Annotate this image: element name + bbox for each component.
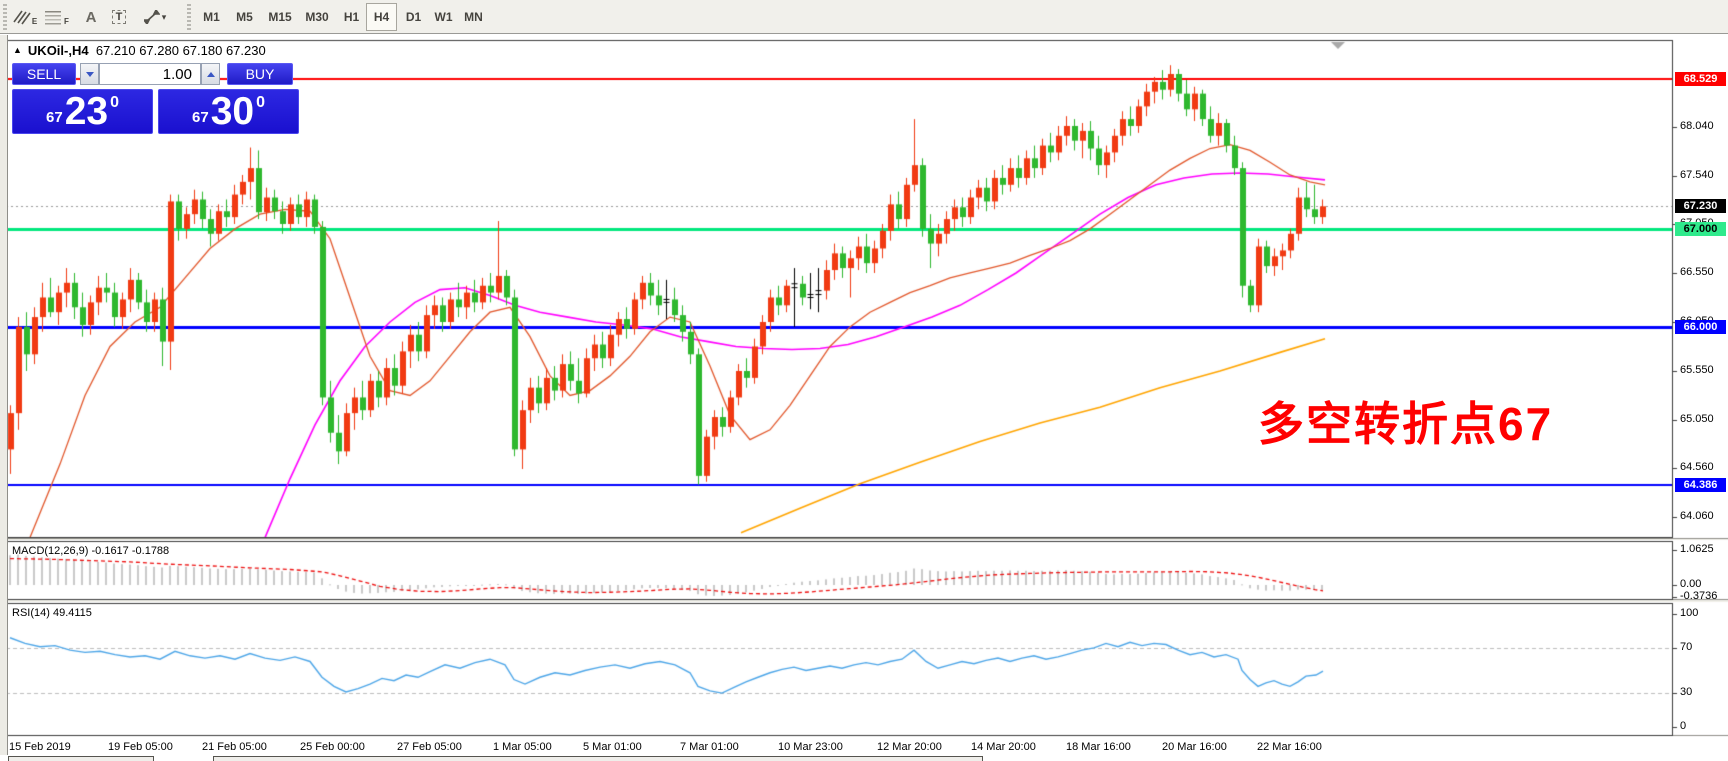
buy-price-pipette: 0 [256,94,265,111]
caret-down-icon [85,71,94,77]
price-badge: 64.386 [1675,478,1726,493]
bottom-tabs-strip [0,755,1728,761]
price-tick-label: 65.550 [1680,363,1714,376]
date-tick-label: 14 Mar 20:00 [971,741,1036,753]
toolbar-grip[interactable] [3,4,7,30]
date-tick-label: 12 Mar 20:00 [877,741,942,753]
volume-decrease-button[interactable] [80,63,99,85]
fibonacci-icon[interactable]: F [42,3,72,31]
rsi-tick-label: 0 [1680,720,1687,732]
chart-window-left-border [0,35,8,761]
date-tick-label: 7 Mar 01:00 [680,741,739,753]
buy-price-pips: 30 [210,90,255,133]
sell-price-major: 67 [46,109,63,126]
sell-price-tile[interactable]: 67 23 0 [12,89,153,134]
timeframe-m1[interactable]: M1 [203,10,220,24]
volume-increase-button[interactable] [201,63,220,85]
text-box-icon[interactable]: T [104,3,134,31]
rsi-tick-label: 100 [1680,607,1699,619]
ohlc-quote-label: 67.210 67.280 67.180 67.230 [95,43,266,58]
price-tick-label: 66.550 [1680,265,1714,278]
chart-annotation-text: 多空转折点67 [1258,398,1554,450]
patterns-icon[interactable]: E [10,3,40,31]
macd-tick-label: 1.0625 [1680,542,1714,555]
sell-button[interactable]: SELL [12,63,76,85]
date-tick-label: 19 Feb 05:00 [108,741,173,753]
text-label-icon[interactable]: A [85,8,97,26]
price-badge: 67.230 [1675,199,1726,214]
window-tab[interactable] [213,756,983,761]
date-tick-label: 21 Feb 05:00 [202,741,267,753]
timeframe-h1[interactable]: H1 [343,10,360,24]
price-tick-label: 64.060 [1680,510,1714,523]
price-badge: 66.000 [1675,319,1726,334]
date-tick-label: 20 Mar 16:00 [1162,741,1227,753]
cursor-arrows-icon[interactable]: ▾ [136,3,174,31]
window-tab[interactable] [8,756,154,761]
price-tick-label: 65.050 [1680,412,1714,425]
sell-price-pipette: 0 [110,94,119,111]
panel-collapse-icon[interactable]: ▲ [13,45,22,55]
caret-up-icon [206,71,215,77]
date-tick-label: 15 Feb 2019 [9,741,71,753]
timeframe-w1[interactable]: W1 [434,10,453,24]
sell-price-pips: 23 [64,90,109,133]
chart-title: ▲ UKOil-,H4 67.210 67.280 67.180 67.230 [13,43,266,58]
date-tick-label: 10 Mar 23:00 [778,741,843,753]
date-tick-label: 5 Mar 01:00 [583,741,642,753]
price-tick-label: 67.540 [1680,168,1714,181]
timeframe-m30[interactable]: M30 [305,10,329,24]
timeframe-h4[interactable]: H4 [366,3,397,31]
timeframe-m15[interactable]: M15 [268,10,292,24]
volume-input[interactable] [99,63,201,85]
date-tick-label: 22 Mar 16:00 [1257,741,1322,753]
date-tick-label: 1 Mar 05:00 [493,741,552,753]
price-badge: 67.000 [1675,221,1726,236]
date-tick-label: 27 Feb 05:00 [397,741,462,753]
buy-price-major: 67 [192,109,209,126]
macd-label: MACD(12,26,9) -0.1617 -0.1788 [12,545,170,557]
price-tick-label: 68.040 [1680,119,1714,132]
timeframe-m5[interactable]: M5 [236,10,253,24]
rsi-label: RSI(14) 49.4115 [12,607,92,619]
timeframe-mn[interactable]: MN [464,10,483,24]
macd-tick-label: 0.00 [1680,578,1702,590]
symbol-period-label: UKOil-,H4 [27,43,89,58]
buy-price-tile[interactable]: 67 30 0 [158,89,299,134]
price-tick-label: 64.560 [1680,461,1714,474]
price-badge: 68.529 [1675,72,1726,87]
date-tick-label: 18 Mar 16:00 [1066,741,1131,753]
timeframe-d1[interactable]: D1 [405,10,422,24]
rsi-tick-label: 30 [1680,686,1693,699]
macd-tick-label: -0.3736 [1680,590,1718,603]
buy-button[interactable]: BUY [227,63,293,85]
toolbar-grip-2[interactable] [187,4,191,30]
rsi-tick-label: 70 [1680,640,1693,653]
main-toolbar: E F A T ▾ M1 M5 M15 M30 H1 H4 D1 W1 MN [0,0,1728,34]
date-tick-label: 25 Feb 00:00 [300,741,365,753]
